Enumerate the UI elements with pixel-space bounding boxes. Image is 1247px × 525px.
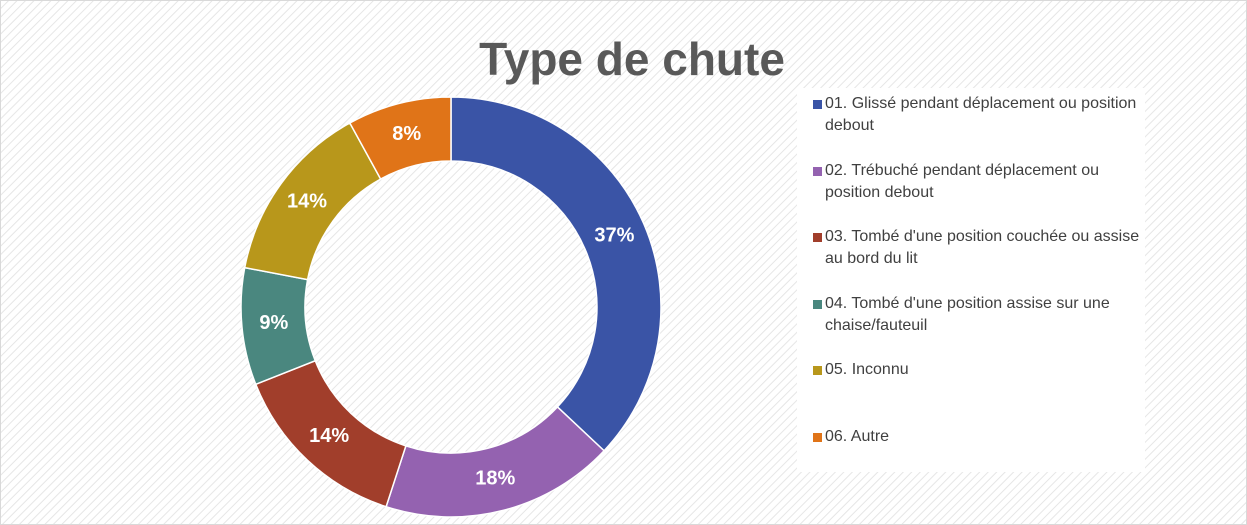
legend-swatch	[813, 166, 822, 176]
legend-item: 06. Autre	[813, 426, 1153, 448]
legend-label: 04. Tombé d'une position assise sur une …	[825, 294, 1110, 334]
data-label: 9%	[259, 312, 288, 334]
donut-segment	[450, 96, 662, 452]
legend-label: 03. Tombé d'une position couchée ou assi…	[825, 228, 1140, 267]
legend-label: 05. Inconnu	[825, 361, 909, 378]
legend-item: 01. Glissé pendant déplacement ou positi…	[813, 93, 1153, 137]
legend-swatch	[813, 233, 822, 242]
data-label: 18%	[475, 468, 515, 490]
donut: 37% 18% 14% 9% 14% 8%	[240, 96, 662, 518]
legend-swatch	[813, 366, 822, 375]
donut-segment	[348, 96, 452, 181]
legend-item: 05. Inconnu	[813, 359, 1153, 381]
legend-swatch	[813, 432, 822, 442]
legend: 01. Glissé pendant déplacement ou positi…	[797, 88, 1145, 472]
data-label: 14%	[309, 425, 349, 447]
legend-swatch	[813, 299, 822, 309]
legend-label: 02. Trébuché pendant déplacement ou posi…	[825, 161, 1099, 201]
legend-item: 04. Tombé d'une position assise sur une …	[813, 293, 1153, 337]
data-label: 14%	[287, 191, 327, 213]
data-label: 8%	[392, 123, 421, 145]
legend-label: 06. Autre	[825, 427, 890, 445]
legend-item: 02. Trébuché pendant déplacement ou posi…	[813, 160, 1153, 204]
legend-item: 03. Tombé d'une position couchée ou assi…	[813, 226, 1153, 270]
legend-label: 01. Glissé pendant déplacement ou positi…	[825, 95, 1137, 134]
legend-swatch	[813, 100, 822, 109]
chart-title: Type de chute	[479, 33, 785, 85]
data-label: 37%	[594, 225, 634, 247]
